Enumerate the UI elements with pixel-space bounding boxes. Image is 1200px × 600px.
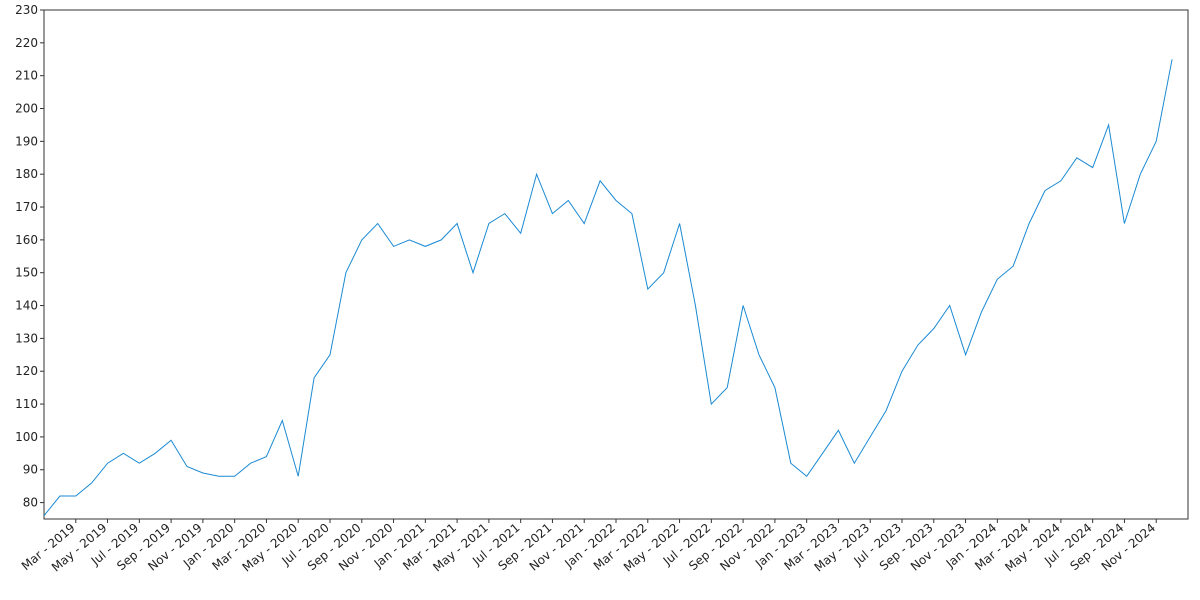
y-tick-label: 170 [15,200,38,214]
y-tick-label: 90 [23,463,38,477]
y-tick-label: 80 [23,496,38,510]
y-tick-label: 210 [15,69,38,83]
y-tick-label: 190 [15,134,38,148]
y-tick-label: 200 [15,102,38,116]
y-tick-label: 100 [15,430,38,444]
y-tick-label: 130 [15,331,38,345]
y-tick-label: 150 [15,266,38,280]
plot-frame [43,9,1189,520]
y-tick-label: 110 [15,397,38,411]
y-tick-label: 140 [15,299,38,313]
y-tick-label: 230 [15,3,38,17]
y-tick-label: 120 [15,364,38,378]
y-tick-label: 160 [15,233,38,247]
price-line [43,59,1173,517]
y-tick-label: 220 [15,36,38,50]
y-tick-label: 180 [15,167,38,181]
